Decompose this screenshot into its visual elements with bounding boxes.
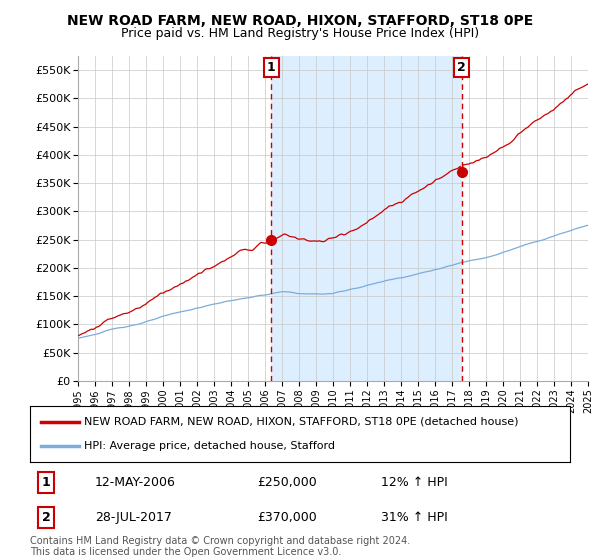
Text: Contains HM Land Registry data © Crown copyright and database right 2024.
This d: Contains HM Land Registry data © Crown c…	[30, 535, 410, 557]
Text: NEW ROAD FARM, NEW ROAD, HIXON, STAFFORD, ST18 0PE: NEW ROAD FARM, NEW ROAD, HIXON, STAFFORD…	[67, 14, 533, 28]
Text: 12% ↑ HPI: 12% ↑ HPI	[381, 476, 448, 489]
Text: 12-MAY-2006: 12-MAY-2006	[95, 476, 176, 489]
Text: 1: 1	[42, 476, 50, 489]
Text: NEW ROAD FARM, NEW ROAD, HIXON, STAFFORD, ST18 0PE (detached house): NEW ROAD FARM, NEW ROAD, HIXON, STAFFORD…	[84, 417, 518, 427]
Text: 1: 1	[267, 61, 275, 74]
Text: Price paid vs. HM Land Registry's House Price Index (HPI): Price paid vs. HM Land Registry's House …	[121, 27, 479, 40]
Bar	[271, 56, 461, 381]
Text: HPI: Average price, detached house, Stafford: HPI: Average price, detached house, Staf…	[84, 441, 335, 451]
Text: 2: 2	[42, 511, 50, 524]
Text: £370,000: £370,000	[257, 511, 317, 524]
Text: £250,000: £250,000	[257, 476, 317, 489]
Text: 31% ↑ HPI: 31% ↑ HPI	[381, 511, 448, 524]
Text: 28-JUL-2017: 28-JUL-2017	[95, 511, 172, 524]
Text: 2: 2	[457, 61, 466, 74]
